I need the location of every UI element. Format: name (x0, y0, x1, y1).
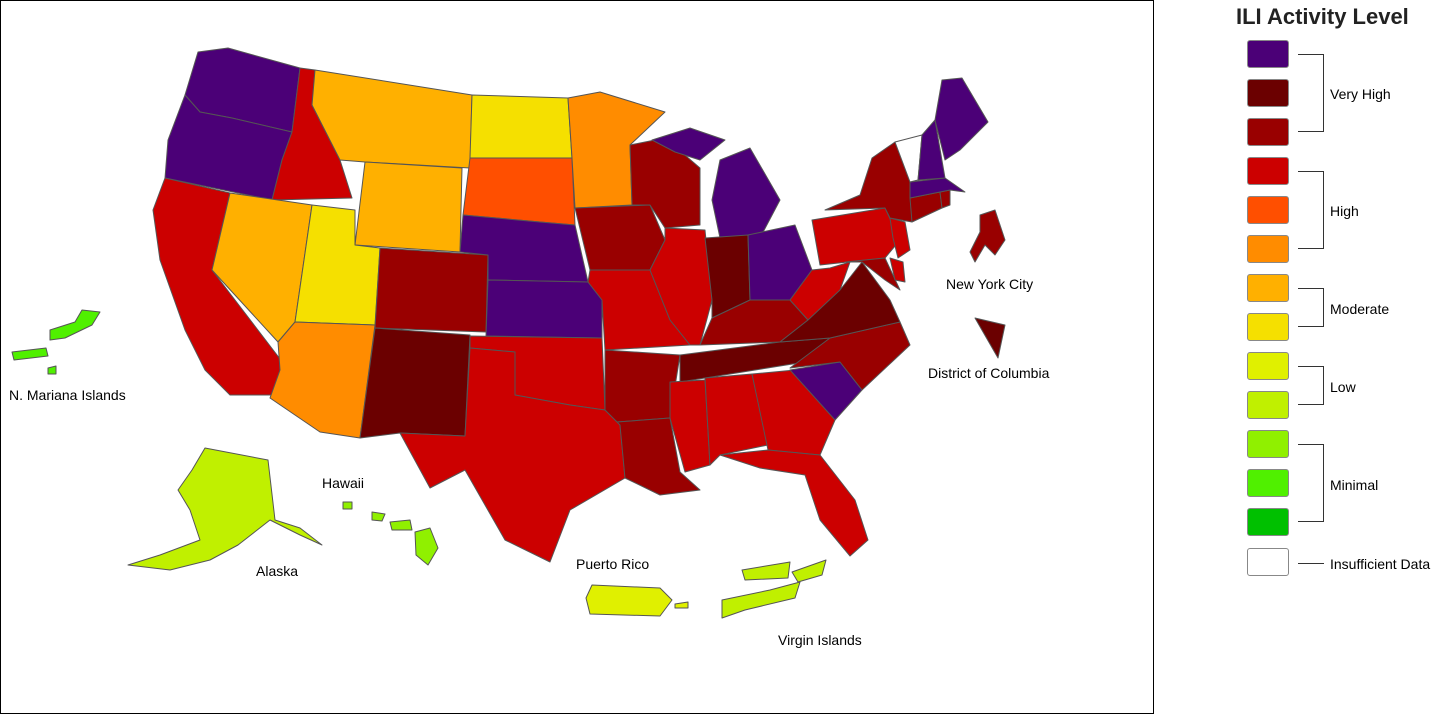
legend-swatch (1247, 391, 1289, 419)
legend-swatch (1247, 79, 1289, 107)
legend-bracket-minimal (1298, 444, 1324, 522)
state-north-dakota[interactable] (469, 94, 573, 159)
state-arizona[interactable] (269, 321, 376, 439)
legend-label-insufficient-data: Insufficient Data (1330, 556, 1431, 572)
label-n-mariana-islands: N. Mariana Islands (9, 387, 126, 403)
label-puerto-rico: Puerto Rico (576, 556, 650, 572)
legend-swatch (1247, 196, 1289, 224)
legend-label-high: High (1330, 203, 1359, 219)
state-alabama[interactable] (704, 373, 769, 466)
state-new-york[interactable] (824, 141, 913, 223)
state-wyoming[interactable] (354, 161, 463, 253)
state-maryland[interactable] (844, 257, 901, 291)
legend-swatch (1247, 548, 1289, 576)
legend-swatch (1247, 274, 1289, 302)
legend-title: ILI Activity Level (1236, 4, 1409, 29)
state-mississippi[interactable] (669, 379, 711, 473)
legend-bracket-very-high (1298, 54, 1324, 132)
legend-tick-insufficient (1298, 563, 1324, 564)
territory-virgin-islands-1[interactable] (741, 561, 791, 581)
state-delaware[interactable] (889, 257, 906, 283)
state-iowa[interactable] (574, 204, 666, 271)
label-alaska: Alaska (256, 563, 299, 579)
state-pennsylvania[interactable] (811, 207, 901, 266)
us-map (11, 47, 1006, 619)
legend-swatch (1247, 430, 1289, 458)
territory-n-mariana-islands-3[interactable] (47, 365, 57, 375)
map-frame (0, 0, 1154, 714)
label-district-of-columbia: District of Columbia (928, 365, 1050, 381)
label-virgin-islands: Virgin Islands (778, 632, 862, 648)
state-michigan-upper[interactable] (651, 127, 726, 161)
territory-puerto-rico[interactable] (585, 584, 673, 617)
territory-hawaii-3[interactable] (371, 511, 386, 522)
state-rhode-island[interactable] (939, 189, 951, 209)
legend-swatch (1247, 157, 1289, 185)
legend-label-moderate: Moderate (1330, 301, 1390, 317)
territory-virgin-islands-2[interactable] (791, 559, 827, 583)
label-new-york-city: New York City (946, 276, 1034, 292)
state-michigan[interactable] (711, 147, 781, 239)
legend-swatch (1247, 508, 1289, 536)
territory-hawaii-4[interactable] (342, 501, 353, 510)
state-kansas[interactable] (485, 279, 603, 339)
legend-swatch (1247, 118, 1289, 146)
state-colorado[interactable] (374, 247, 489, 333)
legend-label-low: Low (1330, 379, 1356, 395)
legend-swatch (1247, 235, 1289, 263)
legend-label-very-high: Very High (1330, 86, 1391, 102)
territory-n-mariana-islands-1[interactable] (49, 309, 101, 341)
territory-puerto-rico-vieques[interactable] (674, 601, 689, 609)
legend-label-minimal: Minimal (1330, 477, 1379, 493)
state-florida[interactable] (719, 449, 869, 557)
legend-swatch (1247, 313, 1289, 341)
territory-hawaii-2[interactable] (389, 519, 413, 531)
state-texas[interactable] (399, 347, 626, 563)
legend-swatch (1247, 352, 1289, 380)
state-south-dakota[interactable] (462, 157, 576, 226)
inset-district-of-columbia[interactable] (974, 317, 1006, 359)
state-new-mexico[interactable] (359, 327, 471, 439)
legend-swatch (1247, 40, 1289, 68)
legend-swatch (1247, 469, 1289, 497)
state-virginia[interactable] (779, 261, 901, 343)
territory-hawaii-1[interactable] (414, 527, 439, 566)
label-hawaii: Hawaii (322, 475, 365, 491)
state-new-jersey[interactable] (889, 217, 911, 259)
legend-bracket-high (1298, 171, 1324, 249)
legend-bracket-moderate (1298, 288, 1324, 327)
territory-alaska[interactable] (127, 447, 323, 571)
territory-n-mariana-islands-2[interactable] (11, 347, 49, 361)
state-arkansas[interactable] (604, 349, 681, 423)
legend-bracket-low (1298, 366, 1324, 405)
state-new-hampshire[interactable] (917, 119, 946, 181)
state-georgia[interactable] (751, 369, 836, 456)
state-maine[interactable] (934, 77, 989, 161)
state-louisiana[interactable] (616, 417, 701, 496)
territory-virgin-islands-3[interactable] (721, 581, 801, 619)
inset-new-york-city[interactable] (969, 209, 1006, 263)
